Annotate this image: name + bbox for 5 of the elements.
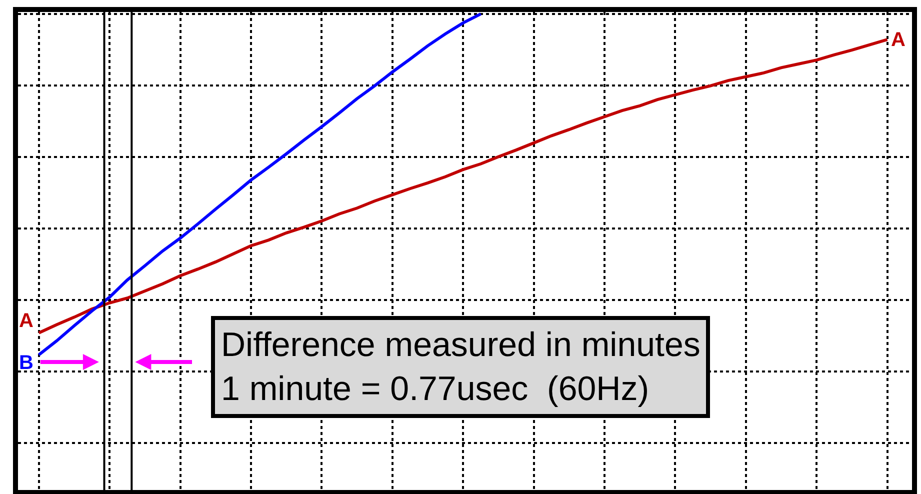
series-label: A: [891, 29, 906, 51]
series-label: B: [19, 352, 34, 374]
annotation: Difference measured in minutes: [221, 326, 700, 364]
text: A: [19, 310, 34, 332]
annotation: 1 minute = 0.77usec (60Hz): [221, 370, 650, 408]
